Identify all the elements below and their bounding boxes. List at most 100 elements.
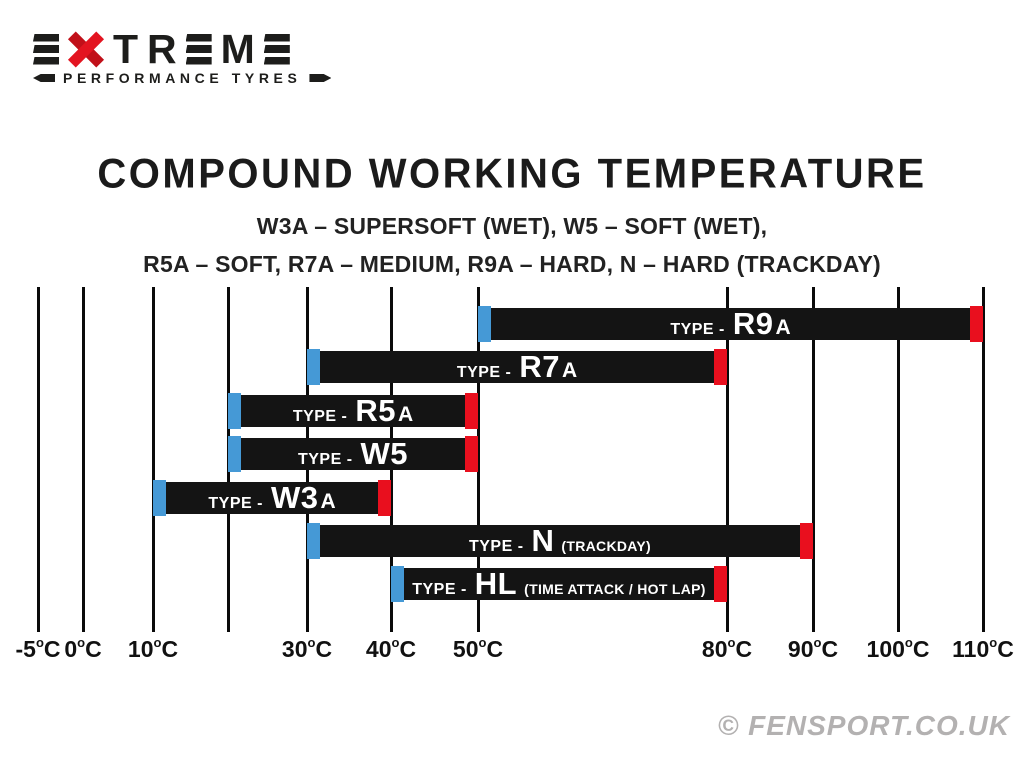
unit-letter: C: [912, 636, 930, 662]
tagline-left-arrow-icon: [33, 74, 55, 82]
chart-title: COMPOUND WORKING TEMPERATURE: [97, 150, 927, 198]
degree-symbol: o: [77, 635, 86, 651]
bar-label-main: N: [531, 523, 555, 558]
tick-value: 110: [952, 636, 990, 662]
tick-value: -5: [15, 636, 36, 662]
hot-end-tip: [970, 306, 983, 342]
logo-tagline-row: PERFORMANCE TYRES: [33, 70, 332, 86]
bar-label-R7A: TYPE - R7 A: [457, 349, 577, 385]
gridline-100C: [896, 287, 900, 632]
bar-label-prefix: TYPE -: [297, 451, 353, 468]
unit-letter: C: [43, 636, 61, 662]
degree-symbol: o: [307, 635, 316, 651]
logo-letter-text: T: [113, 26, 139, 72]
bar-label-prefix: TYPE -: [208, 495, 263, 512]
compound-bar-W5: TYPE - W5: [228, 436, 478, 472]
axis-tick-label-110C: 110oC: [952, 635, 1014, 663]
bar-label-paren: (TRACKDAY): [561, 538, 652, 554]
axis-tick-label-30C: 30oC: [281, 635, 333, 663]
tick-value: 80: [701, 636, 728, 662]
tick-value: 90: [787, 636, 814, 662]
compound-bar-N: TYPE - N (TRACKDAY): [307, 523, 813, 559]
hot-end-tip: [800, 523, 813, 559]
degree-symbol: o: [727, 635, 736, 651]
logo-letter-e-bars-icon: [185, 33, 212, 65]
bar-label-small: A: [775, 316, 791, 339]
fensport-watermark: © FENSPORT.CO.UK: [717, 710, 1010, 741]
logo-letter-text: R: [147, 26, 177, 72]
unit-letter: C: [821, 636, 839, 662]
hot-end-tip: [465, 436, 478, 472]
bar-label-main: R9: [732, 306, 774, 341]
bar-label-main: R7: [519, 349, 561, 384]
degree-symbol: o: [904, 635, 913, 651]
gridline-50C: [476, 287, 480, 632]
cold-end-tip: [391, 566, 404, 602]
axis-tick-label-50C: 50oC: [452, 635, 504, 663]
gridline-10C: [151, 287, 155, 632]
compound-bar-R9A: TYPE - R9 A: [478, 306, 983, 342]
compound-bar-R5A: TYPE - R5 A: [228, 393, 478, 429]
degree-symbol: o: [391, 635, 400, 651]
degree-symbol: o: [813, 635, 822, 651]
tick-value: 30: [281, 636, 308, 662]
tagline-right-arrow-icon: [309, 74, 332, 82]
unit-letter: C: [735, 636, 753, 662]
cold-end-tip: [228, 393, 241, 429]
unit-letter: C: [161, 636, 179, 662]
degree-symbol: o: [153, 635, 162, 651]
unit-letter: C: [997, 636, 1014, 662]
axis-tick-label-40C: 40oC: [365, 635, 417, 663]
bar-label-small: A: [320, 490, 336, 513]
hot-end-tip: [378, 480, 391, 516]
chart-subtitle-line2: R5A – SOFT, R7A – MEDIUM, R9A – HARD, N …: [143, 251, 881, 277]
tick-value: 50: [452, 636, 479, 662]
degree-symbol: o: [989, 635, 998, 651]
axis-tick-label--5C: -5oC: [15, 635, 61, 663]
chart-subtitle-line1: W3A – SUPERSOFT (WET), W5 – SOFT (WET),: [256, 213, 768, 239]
gridline-80C: [725, 287, 729, 632]
bar-label-R9A: TYPE - R9 A: [670, 306, 790, 342]
bar-label-prefix: TYPE -: [292, 408, 348, 425]
compound-bar-R7A: TYPE - R7 A: [307, 349, 727, 385]
logo-letter-e-bars-icon: [33, 33, 59, 65]
bar-label-prefix: TYPE -: [412, 581, 467, 598]
axis-tick-label-90C: 90oC: [787, 635, 839, 663]
bar-label-main: HL: [474, 566, 518, 601]
logo-tagline: PERFORMANCE TYRES: [63, 70, 302, 86]
unit-letter: C: [486, 636, 504, 662]
bar-label-main: W5: [360, 436, 409, 471]
axis-tick-label-10C: 10oC: [127, 635, 179, 663]
bar-label-main: R5: [355, 393, 397, 428]
logo-letter-text: M: [220, 26, 255, 72]
gridline-110C: [981, 287, 985, 632]
gridline-0C: [81, 287, 85, 632]
bar-label-small: A: [562, 359, 578, 382]
bar-label-prefix: TYPE -: [456, 364, 512, 381]
degree-symbol: o: [478, 635, 487, 651]
unit-letter: C: [399, 636, 417, 662]
tick-value: 40: [365, 636, 392, 662]
logo-letter-e-bars-icon: [263, 33, 290, 65]
bar-label-HL: TYPE - HL (TIME ATTACK / HOT LAP): [412, 566, 706, 602]
bar-label-R5A: TYPE - R5 A: [293, 393, 413, 429]
bar-label-W3A: TYPE - W3 A: [208, 480, 335, 516]
bar-label-N: TYPE - N (TRACKDAY): [469, 523, 651, 559]
compound-bar-W3A: TYPE - W3 A: [153, 480, 391, 516]
unit-letter: C: [85, 636, 102, 662]
hot-end-tip: [714, 349, 727, 385]
tick-value: 0: [64, 636, 78, 662]
bar-label-main: W3: [270, 480, 319, 515]
cold-end-tip: [153, 480, 166, 516]
gridline-90C: [811, 287, 815, 632]
tick-value: 10: [127, 636, 154, 662]
tick-value: 100: [866, 636, 905, 662]
hot-end-tip: [714, 566, 727, 602]
compound-bar-HL: TYPE - HL (TIME ATTACK / HOT LAP): [391, 566, 727, 602]
unit-letter: C: [315, 636, 333, 662]
cold-end-tip: [307, 349, 320, 385]
bar-label-prefix: TYPE -: [670, 321, 725, 338]
